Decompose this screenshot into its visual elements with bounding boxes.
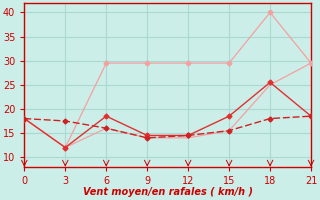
X-axis label: Vent moyen/en rafales ( km/h ): Vent moyen/en rafales ( km/h ) xyxy=(83,187,253,197)
